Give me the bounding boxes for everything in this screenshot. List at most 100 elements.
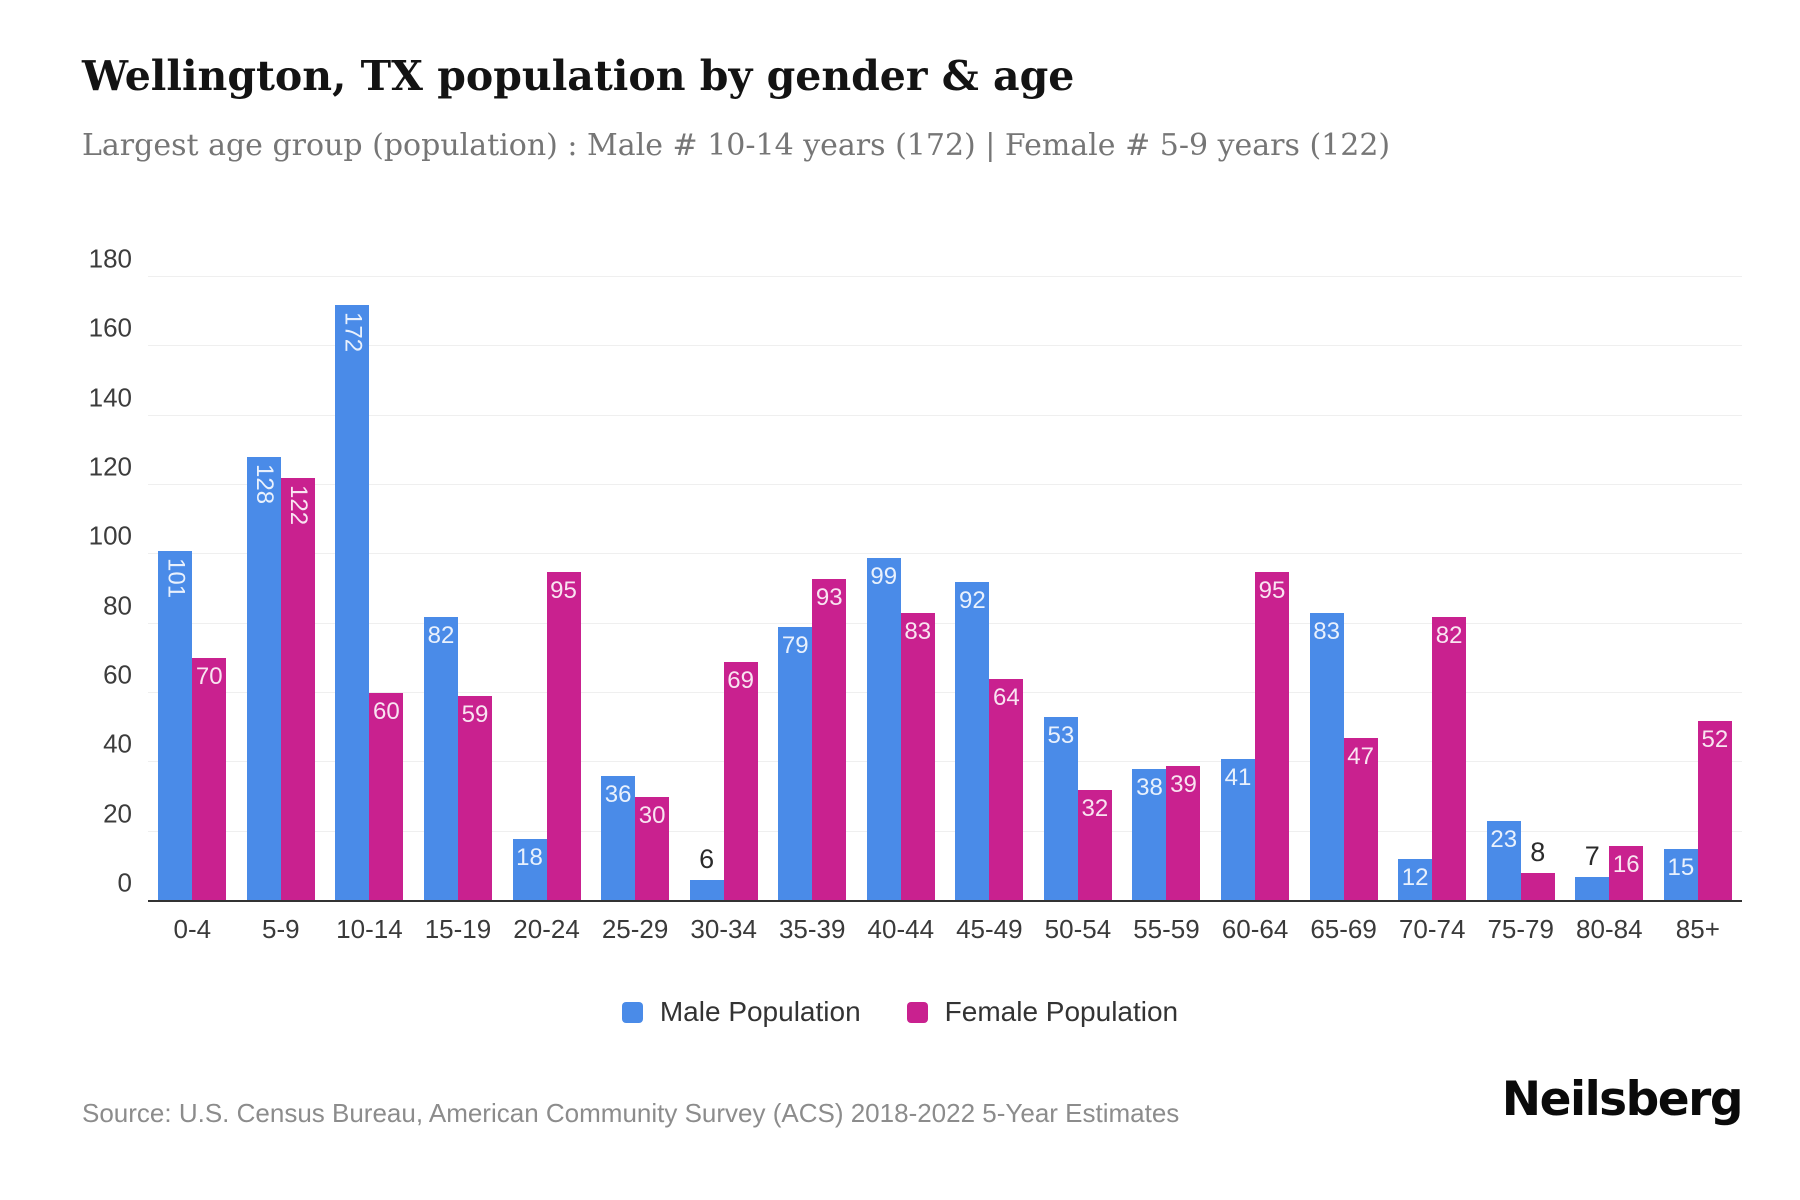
x-axis-label-15-19: 15-19 xyxy=(424,914,492,944)
bar-male-15-19[interactable]: 82 xyxy=(423,616,458,901)
gridline xyxy=(148,622,1742,624)
bar-female-55-59[interactable]: 39 xyxy=(1166,765,1201,901)
bar-value-label: 12 xyxy=(1401,864,1429,892)
x-axis-label-45-49: 45-49 xyxy=(956,914,1023,944)
bar-value-label: 69 xyxy=(727,666,754,694)
bar-value-label: 60 xyxy=(373,698,400,725)
bar-value-label: 128 xyxy=(250,464,278,505)
x-axis-label-35-39: 35-39 xyxy=(778,914,846,944)
bar-value-label: 99 xyxy=(870,562,898,590)
gridline xyxy=(148,484,1742,485)
bar-value-label: 15 xyxy=(1667,854,1695,881)
bar-group-60-64: 41 95 xyxy=(1211,277,1300,901)
bar-female-75-79[interactable]: 8 xyxy=(1520,837,1555,901)
y-axis-tick-label: 120 xyxy=(88,451,132,482)
bar-group-45-49: 92 64 xyxy=(945,277,1034,901)
bar-value-label: 172 xyxy=(339,311,367,352)
legend-label-female: Female Population xyxy=(944,996,1179,1027)
bar-male-80-84[interactable]: 7 xyxy=(1575,841,1610,901)
bar-female-10-14[interactable]: 60 xyxy=(369,693,404,901)
bar-group-55-59: 38 39 xyxy=(1122,277,1211,901)
gridline xyxy=(148,414,1742,416)
bar-value-label: 39 xyxy=(1170,770,1197,798)
bar-male-60-64[interactable]: 41 xyxy=(1221,758,1256,901)
bar-female-15-19[interactable]: 59 xyxy=(457,696,492,901)
bar-male-75-79[interactable]: 23 xyxy=(1486,821,1521,901)
bar-value-label: 36 xyxy=(604,781,632,809)
bar-group-65-69: 83 47 xyxy=(1299,277,1388,901)
bar-value-label: 122 xyxy=(284,485,312,526)
gridline xyxy=(148,553,1742,555)
bar-value-label: 59 xyxy=(461,701,489,729)
y-axis-tick-label: 100 xyxy=(88,520,132,551)
bar-group-35-39: 79 93 xyxy=(768,277,857,901)
bar-female-5-9[interactable]: 122 xyxy=(280,478,315,901)
gridline xyxy=(148,830,1742,832)
y-axis: 0 20 40 60 80 100 120 140 160 180 xyxy=(0,244,132,901)
bar-value-label: 6 xyxy=(699,844,715,875)
bar-value-label: 101 xyxy=(162,557,190,598)
bar-value-label: 30 xyxy=(638,802,666,829)
bar-group-40-44: 99 83 xyxy=(857,277,946,901)
bar-female-20-24[interactable]: 95 xyxy=(546,571,581,901)
neilsberg-logo: Neilsberg xyxy=(1501,1072,1744,1127)
bar-male-65-69[interactable]: 83 xyxy=(1309,613,1344,901)
bar-male-5-9[interactable]: 128 xyxy=(246,457,281,901)
bar-male-25-29[interactable]: 36 xyxy=(601,776,636,901)
bar-female-0-4[interactable]: 70 xyxy=(192,658,227,901)
bar-female-35-39[interactable]: 93 xyxy=(812,578,847,901)
bar-female-25-29[interactable]: 30 xyxy=(635,797,670,901)
bar-value-label: 47 xyxy=(1347,743,1374,771)
x-axis-labels: 0-4 5-9 10-14 15-19 20-24 25-29 30-34 35-39 40-4… xyxy=(148,914,1742,945)
x-axis-label-70-74: 70-74 xyxy=(1398,914,1466,944)
bar-value-label: 82 xyxy=(1435,621,1463,649)
bar-value-label: 79 xyxy=(781,632,809,660)
x-axis-label-50-54: 50-54 xyxy=(1044,914,1112,944)
bar-female-40-44[interactable]: 83 xyxy=(900,613,935,901)
legend-item-male[interactable]: Male Population xyxy=(621,996,861,1028)
bar-male-40-44[interactable]: 99 xyxy=(866,557,901,901)
bar-group-80-84: 7 16 xyxy=(1565,277,1654,901)
bar-value-label: 7 xyxy=(1584,840,1600,871)
bar-female-80-84[interactable]: 16 xyxy=(1609,845,1644,901)
bar-female-30-34[interactable]: 69 xyxy=(723,661,758,901)
bar-male-30-34[interactable]: 6 xyxy=(689,844,724,901)
bar-male-20-24[interactable]: 18 xyxy=(512,838,547,901)
bar-male-50-54[interactable]: 53 xyxy=(1043,717,1078,901)
x-axis-label-20-24: 20-24 xyxy=(513,914,580,944)
y-axis-tick-label: 60 xyxy=(103,659,132,690)
bar-value-label: 95 xyxy=(550,576,577,604)
bar-male-55-59[interactable]: 38 xyxy=(1132,769,1167,901)
bar-male-0-4[interactable]: 101 xyxy=(158,550,193,901)
bar-female-50-54[interactable]: 32 xyxy=(1077,790,1112,901)
bar-male-70-74[interactable]: 12 xyxy=(1398,859,1433,901)
x-axis-label-60-64: 60-64 xyxy=(1221,914,1289,944)
page-subtitle: Largest age group (population) : Male # … xyxy=(82,128,1391,163)
plot-area: 101 70 128 122 172 60 82 59 18 95 36 30 6 69 79 93 99 83 9… xyxy=(148,276,1743,902)
source-attribution: Source: U.S. Census Bureau, American Com… xyxy=(82,1098,1180,1128)
bar-female-45-49[interactable]: 64 xyxy=(989,679,1024,901)
bar-male-85+[interactable]: 15 xyxy=(1663,849,1698,901)
bar-group-70-74: 12 82 xyxy=(1388,277,1477,901)
x-axis-label-65-69: 65-69 xyxy=(1310,914,1377,944)
bar-value-label: 8 xyxy=(1530,837,1546,868)
legend-item-female[interactable]: Female Population xyxy=(906,996,1179,1028)
bar-female-85+[interactable]: 52 xyxy=(1697,720,1732,901)
bar-value-label: 70 xyxy=(195,663,223,691)
y-axis-tick-label: 40 xyxy=(103,728,132,759)
bar-male-10-14[interactable]: 172 xyxy=(335,304,370,901)
bar-group-0-4: 101 70 xyxy=(148,277,237,901)
bar-female-65-69[interactable]: 47 xyxy=(1343,738,1378,901)
bar-value-label: 32 xyxy=(1081,795,1109,823)
bar-group-20-24: 18 95 xyxy=(502,277,591,901)
bar-value-label: 82 xyxy=(427,621,455,649)
bar-value-label: 52 xyxy=(1701,725,1729,753)
bar-male-35-39[interactable]: 79 xyxy=(778,627,813,901)
bar-female-60-64[interactable]: 95 xyxy=(1255,571,1290,901)
bar-female-70-74[interactable]: 82 xyxy=(1432,616,1467,901)
bar-male-45-49[interactable]: 92 xyxy=(955,582,990,901)
bar-group-85+: 15 52 xyxy=(1654,277,1743,901)
bar-group-50-54: 53 32 xyxy=(1034,277,1123,901)
x-axis-label-85+: 85+ xyxy=(1675,914,1720,944)
